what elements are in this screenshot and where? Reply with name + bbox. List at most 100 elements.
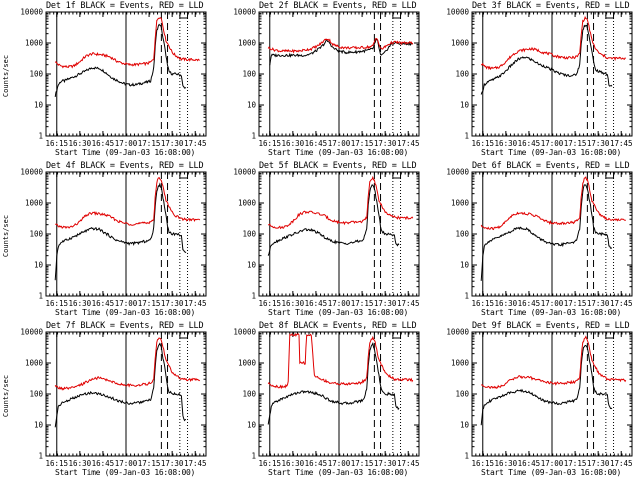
panel-det-4f: Det 4f BLACK = Events, RED = LLD 1 10 100 1… — [0, 160, 213, 320]
x-tick-label: 16:45 — [518, 459, 541, 468]
y-tick-label: 1000 — [25, 359, 44, 368]
y-tick-label: 1000 — [238, 39, 257, 48]
y-tick-label: 10000 — [446, 328, 469, 337]
y-tick-label: 1000 — [451, 39, 470, 48]
x-tick-label: 17:30 — [587, 459, 610, 468]
y-tick-label: 10 — [460, 261, 470, 270]
y-tick-label: 100 — [242, 70, 256, 79]
y-tick-label: 1 — [464, 132, 469, 141]
x-tick-label: 17:30 — [587, 299, 610, 308]
series-events-line — [480, 24, 613, 95]
series-events-line — [54, 23, 187, 97]
interval-bracket — [392, 12, 402, 19]
x-tick-label: 17:00 — [541, 139, 564, 148]
x-tick-label: 16:30 — [69, 299, 92, 308]
x-tick-label: 17:00 — [115, 459, 138, 468]
x-tick-label: 17:30 — [374, 299, 397, 308]
panel-title: Det 1f BLACK = Events, RED = LLD — [46, 1, 204, 11]
series-lld-line — [55, 176, 201, 229]
panel-det-5f: Det 5f BLACK = Events, RED = LLD 1 10 100 1… — [213, 160, 426, 320]
x-tick-label: 17:15 — [564, 299, 587, 308]
y-tick-label: 10000 — [446, 168, 469, 177]
x-tick-label: 16:45 — [518, 139, 541, 148]
interval-bracket — [179, 172, 189, 179]
x-tick-label: 16:15 — [45, 459, 68, 468]
series-lld-line — [267, 37, 414, 54]
y-tick-label: 100 — [455, 390, 469, 399]
x-tick-label: 16:30 — [495, 459, 518, 468]
x-tick-label: 16:30 — [282, 139, 305, 148]
x-tick-label: 16:30 — [495, 299, 518, 308]
interval-bracket — [179, 12, 189, 19]
series-lld-line — [267, 332, 414, 390]
x-tick-label: 17:45 — [397, 299, 420, 308]
x-tick-label: 17:15 — [351, 139, 374, 148]
series-events-line — [480, 344, 613, 426]
panel-title: Det 7f BLACK = Events, RED = LLD — [46, 321, 204, 331]
x-tick-label: 17:45 — [184, 299, 207, 308]
x-tick-label: 17:15 — [138, 459, 161, 468]
x-tick-label: 16:45 — [92, 299, 115, 308]
x-tick-label: 17:15 — [138, 139, 161, 148]
panel-plot: 1 10 100 1000 10000 16:15 16:30 16:45 17:00 17:15… — [20, 8, 207, 149]
x-tick-label: 16:15 — [258, 299, 281, 308]
x-tick-label: 16:30 — [282, 459, 305, 468]
series-events-line — [54, 342, 187, 428]
x-tick-label: 16:30 — [282, 299, 305, 308]
x-tick-label: 16:30 — [69, 139, 92, 148]
x-tick-label: 17:30 — [374, 459, 397, 468]
y-tick-label: 10000 — [446, 8, 469, 17]
interval-bracket — [392, 332, 402, 339]
x-tick-label: 17:00 — [328, 139, 351, 148]
y-tick-label: 1 — [38, 292, 43, 301]
y-tick-label: 10000 — [20, 328, 43, 337]
x-tick-label: 16:15 — [45, 139, 68, 148]
panel-plot: 1 10 100 1000 10000 16:15 16:30 16:45 17:00 17:15… — [233, 8, 419, 149]
y-tick-label: 100 — [29, 70, 43, 79]
x-axis-label: Start Time (09-Jan-03 16:08:00) — [54, 468, 195, 477]
series-lld-line — [480, 176, 626, 231]
y-tick-label: 1 — [38, 132, 43, 141]
y-tick-label: 10 — [247, 261, 257, 270]
y-tick-label: 1000 — [238, 199, 257, 208]
series-events-line — [54, 182, 187, 281]
series-lld-line — [54, 17, 200, 69]
panel-plot: 1 10 100 1000 10000 16:15 16:30 16:45 17:00 17:15… — [20, 168, 207, 309]
y-tick-label: 10 — [34, 101, 44, 110]
y-tick-label: 10 — [34, 421, 44, 430]
panel-plot: 1 10 100 1000 10000 16:15 16:30 16:45 17:00 17:15… — [233, 168, 420, 309]
x-tick-label: 16:45 — [305, 299, 328, 308]
x-tick-label: 17:00 — [328, 299, 351, 308]
x-tick-label: 16:15 — [258, 459, 281, 468]
y-axis-label: Counts/sec — [2, 54, 10, 98]
y-tick-label: 1000 — [238, 359, 257, 368]
x-tick-label: 17:00 — [115, 299, 138, 308]
x-tick-label: 17:45 — [184, 139, 207, 148]
y-tick-label: 10 — [460, 421, 470, 430]
x-axis-label: Start Time (09-Jan-03 16:08:00) — [480, 148, 621, 157]
x-tick-label: 17:15 — [351, 459, 374, 468]
panel-det-2f: Det 2f BLACK = Events, RED = LLD 1 10 100 1… — [213, 0, 426, 160]
x-tick-label: 17:00 — [541, 459, 564, 468]
x-tick-label: 17:45 — [397, 459, 420, 468]
y-tick-label: 1 — [251, 132, 256, 141]
x-axis-label: Start Time (09-Jan-03 16:08:00) — [54, 308, 195, 317]
y-tick-label: 10000 — [20, 168, 43, 177]
x-tick-label: 17:00 — [328, 459, 351, 468]
y-tick-label: 1 — [251, 452, 256, 461]
panel-title: Det 3f BLACK = Events, RED = LLD — [472, 1, 630, 11]
panel-det-6f: Det 6f BLACK = Events, RED = LLD 1 10 100 1… — [426, 160, 639, 320]
panel-plot: 1 10 100 1000 10000 16:15 16:30 16:45 17:00 17:15… — [446, 168, 632, 309]
x-tick-label: 16:45 — [92, 459, 115, 468]
x-tick-label: 17:15 — [351, 299, 374, 308]
x-axis-label: Start Time (09-Jan-03 16:08:00) — [267, 308, 408, 317]
series-lld-line — [480, 335, 627, 389]
x-axis-label: Start Time (09-Jan-03 16:08:00) — [480, 308, 621, 317]
interval-bracket — [605, 332, 615, 339]
y-tick-label: 10 — [460, 101, 470, 110]
y-tick-label: 100 — [455, 70, 469, 79]
y-axis-label: Counts/sec — [2, 214, 10, 258]
series-lld-line — [54, 337, 201, 391]
y-tick-label: 100 — [29, 230, 43, 239]
